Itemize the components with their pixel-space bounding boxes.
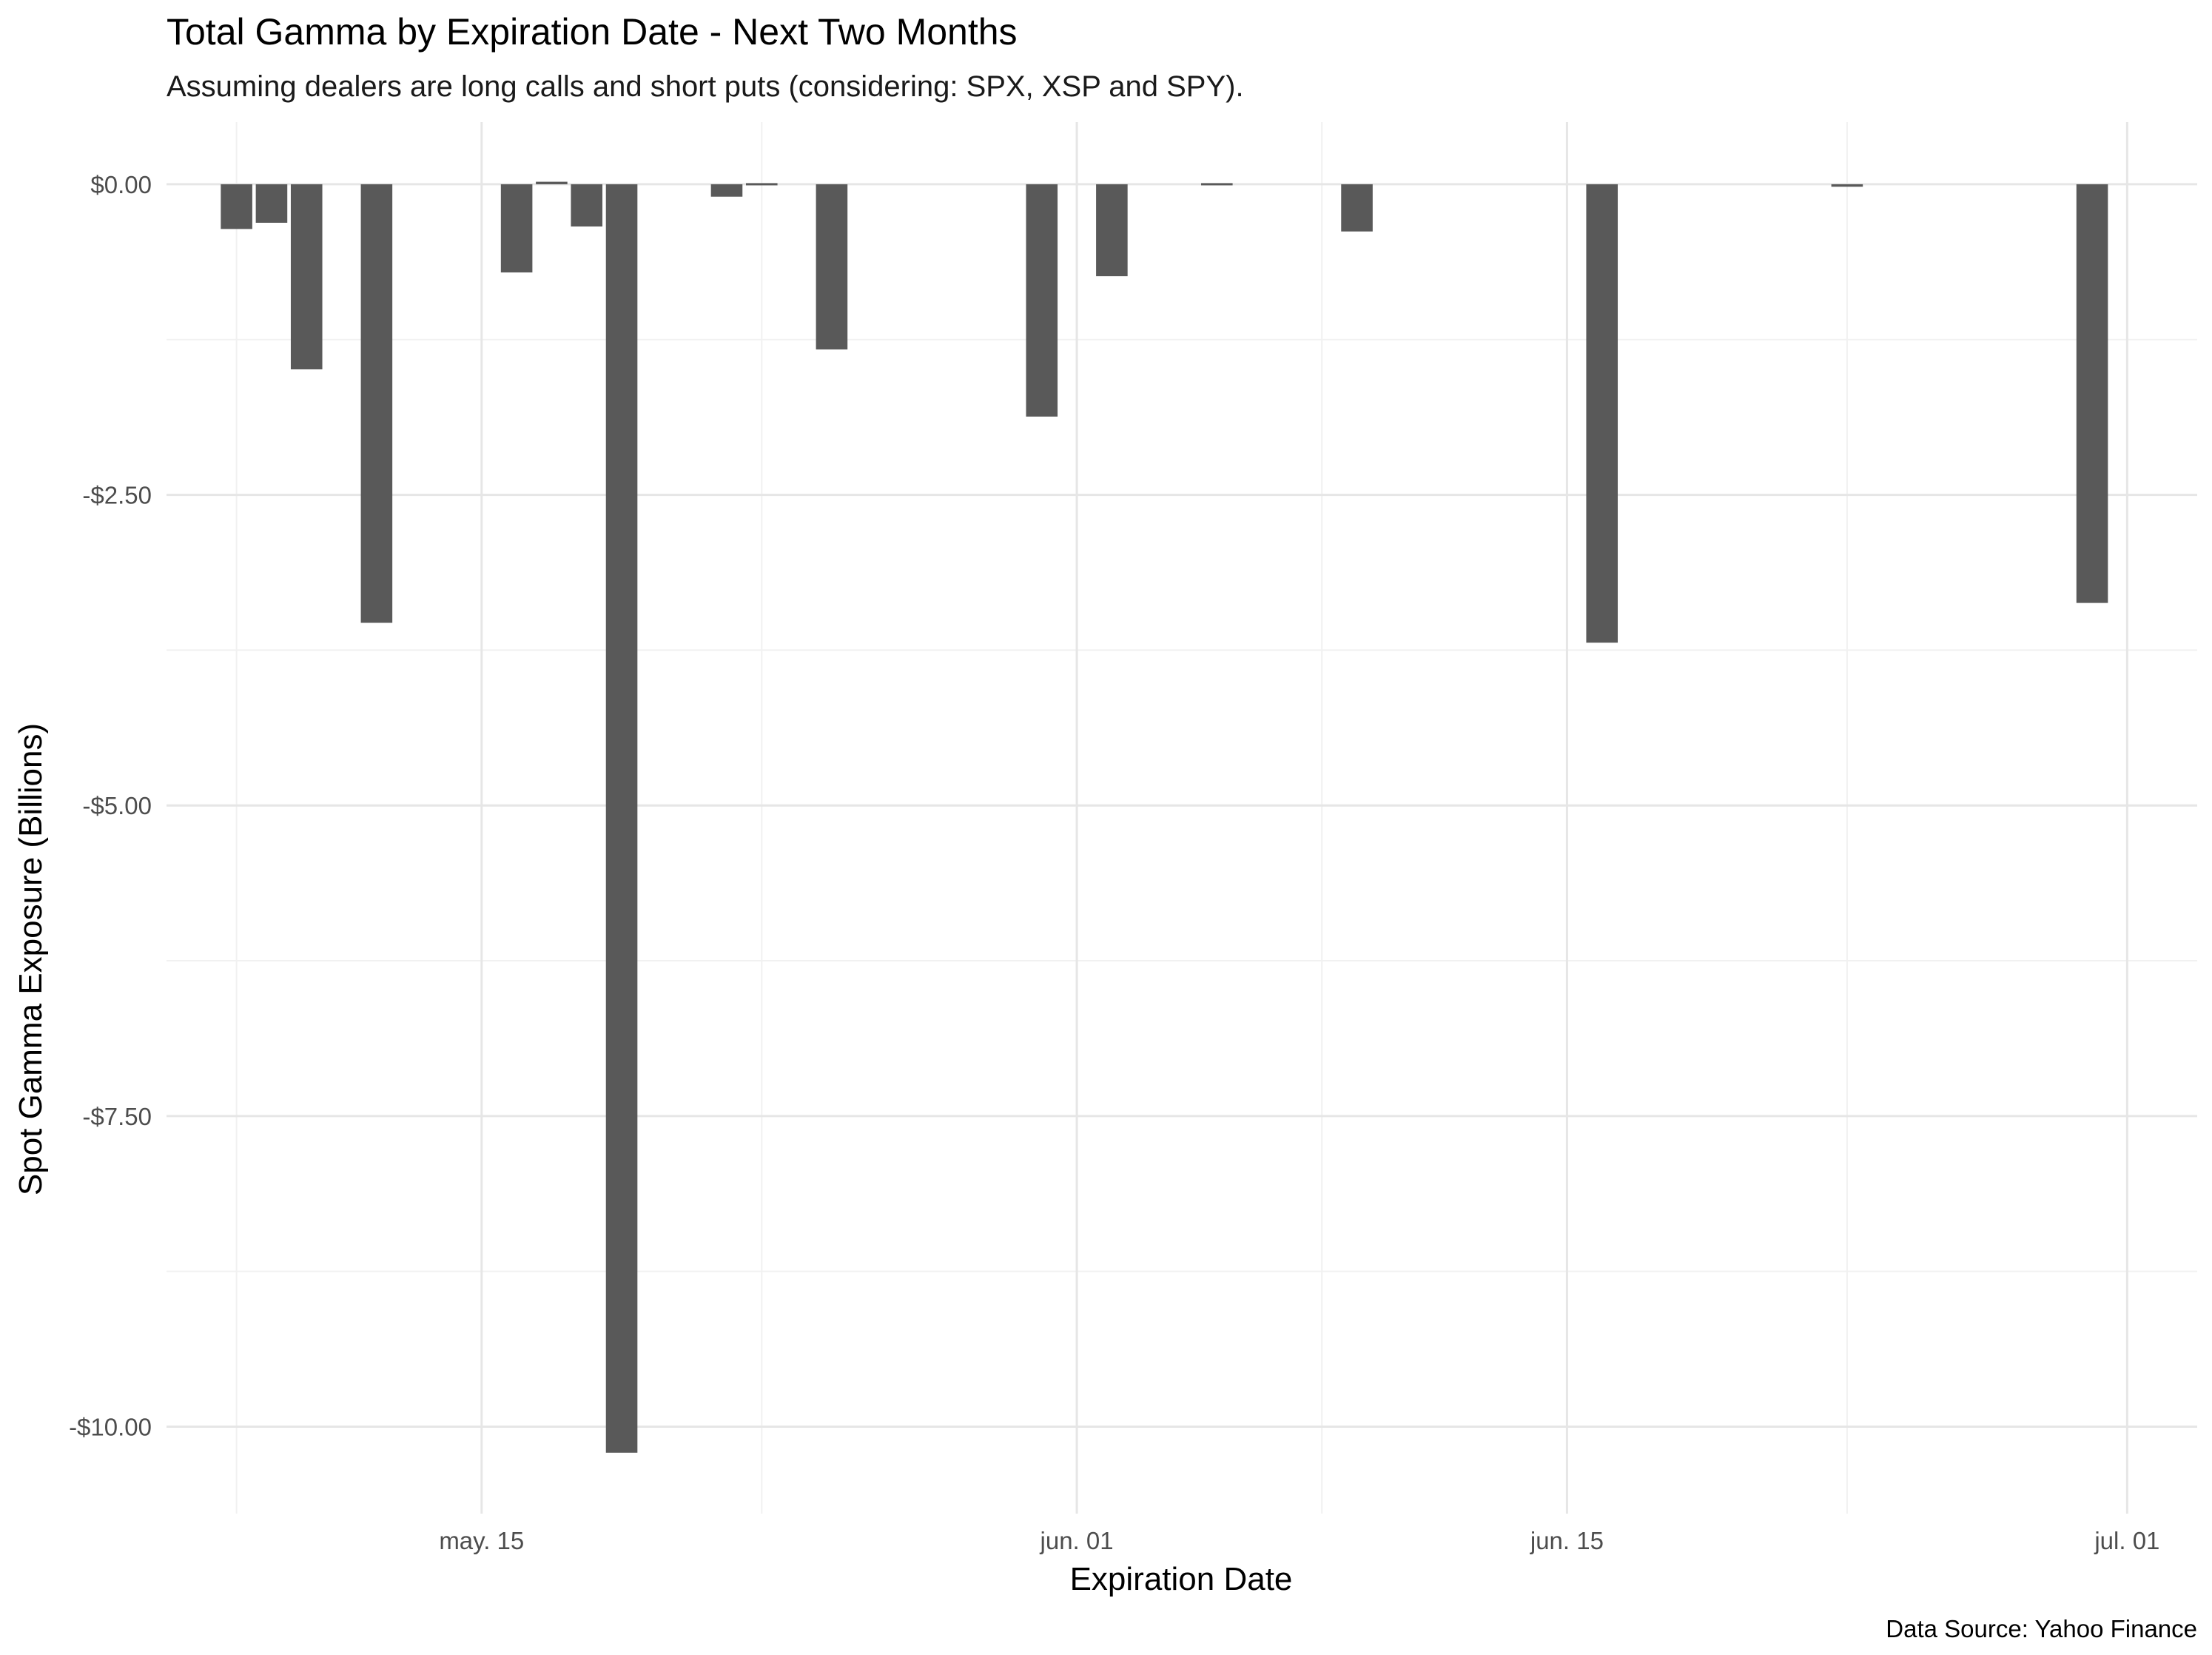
bar [1096, 184, 1128, 277]
bar [221, 184, 252, 229]
chart-subtitle: Assuming dealers are long calls and shor… [167, 70, 1244, 103]
bar [1026, 184, 1058, 417]
bar [816, 184, 848, 350]
bar [536, 181, 568, 184]
bar [710, 184, 743, 197]
chart-caption: Data Source: Yahoo Finance [1886, 1615, 2197, 1642]
y-tick-label: -$2.50 [82, 482, 152, 509]
y-tick-label: $0.00 [90, 171, 152, 198]
y-tick-label: -$5.00 [82, 792, 152, 819]
bar [2076, 184, 2108, 603]
bar [1831, 184, 1863, 187]
y-tick-label: -$10.00 [69, 1414, 152, 1441]
bar [1201, 183, 1233, 186]
bar [500, 184, 533, 273]
y-axis-title: Spot Gamma Exposure (Billions) [13, 723, 49, 1195]
bar [360, 184, 393, 623]
bar [255, 184, 288, 223]
y-axis-ticks: $0.00 -$2.50 -$5.00 -$7.50 -$10.00 [69, 171, 152, 1441]
x-axis-ticks: may. 15 jun. 01 jun. 15 jul. 01 [439, 1527, 2159, 1554]
y-tick-label: -$7.50 [82, 1103, 152, 1130]
grid [167, 122, 2197, 1514]
bars [221, 181, 2108, 1453]
bar [571, 184, 603, 226]
x-tick-label: jun. 01 [1040, 1527, 1114, 1554]
bar [290, 184, 323, 370]
bar [1341, 184, 1373, 232]
chart-title: Total Gamma by Expiration Date - Next Tw… [167, 11, 1018, 53]
bar [605, 184, 638, 1453]
x-axis-title: Expiration Date [1070, 1561, 1293, 1597]
x-tick-label: jun. 15 [1530, 1527, 1604, 1554]
bar [1586, 184, 1618, 643]
bar [745, 183, 778, 186]
x-tick-label: may. 15 [439, 1527, 524, 1554]
x-tick-label: jul. 01 [2094, 1527, 2159, 1554]
